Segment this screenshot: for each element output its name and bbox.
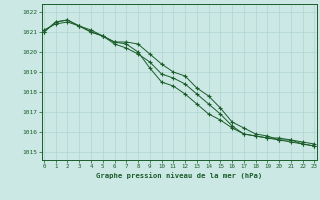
X-axis label: Graphe pression niveau de la mer (hPa): Graphe pression niveau de la mer (hPa): [96, 172, 262, 179]
